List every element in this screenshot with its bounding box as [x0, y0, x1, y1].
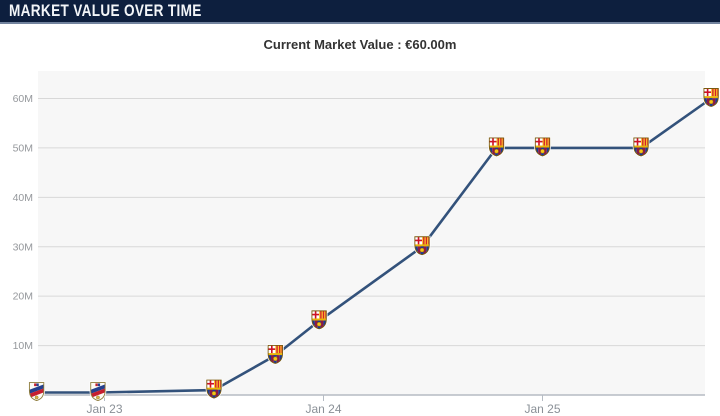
- plot-area: [38, 71, 705, 395]
- data-point-barcelona-crest-icon[interactable]: [535, 138, 550, 156]
- y-axis-tick-label: 10M: [13, 340, 33, 352]
- y-axis-tick-label: 30M: [13, 241, 33, 253]
- data-point-barcelona-crest-icon[interactable]: [207, 380, 222, 398]
- y-axis-tick-label: 20M: [13, 291, 33, 303]
- x-axis-tick-label: Jan 23: [86, 402, 122, 416]
- y-axis-tick-label: 40M: [13, 192, 33, 204]
- axes: Jan 23 Jan 24 Jan 25: [38, 394, 705, 416]
- market-value-chart[interactable]: 10M 20M 30M 40M 50M 60M Jan 23 Jan 24 Jan 25: [0, 60, 720, 416]
- data-point-barcelona-crest-icon[interactable]: [634, 138, 649, 156]
- chart-svg[interactable]: 10M 20M 30M 40M 50M 60M Jan 23 Jan 24 Jan 25: [0, 60, 720, 416]
- x-axis-tick-label: Jan 24: [305, 402, 341, 416]
- data-point-barcelona-crest-icon[interactable]: [489, 138, 504, 156]
- y-axis-tick-label: 50M: [13, 142, 33, 154]
- gridlines: 10M 20M 30M 40M 50M 60M: [13, 93, 705, 352]
- data-point-huesca-crest-icon[interactable]: [29, 383, 43, 401]
- current-market-value-label: Current Market Value : €60.00m: [263, 37, 457, 52]
- data-point-barcelona-crest-icon[interactable]: [415, 237, 430, 255]
- x-axis-tick-label: Jan 25: [524, 402, 560, 416]
- data-point-huesca-crest-icon[interactable]: [91, 383, 105, 401]
- value-line: [35, 97, 713, 394]
- data-point-barcelona-crest-icon[interactable]: [704, 89, 719, 107]
- page-title: MARKET VALUE OVER TIME: [9, 1, 202, 20]
- header-bar: MARKET VALUE OVER TIME: [0, 0, 720, 24]
- data-point-barcelona-crest-icon[interactable]: [268, 345, 283, 363]
- data-point-barcelona-crest-icon[interactable]: [312, 311, 327, 329]
- y-axis-tick-label: 60M: [13, 93, 33, 105]
